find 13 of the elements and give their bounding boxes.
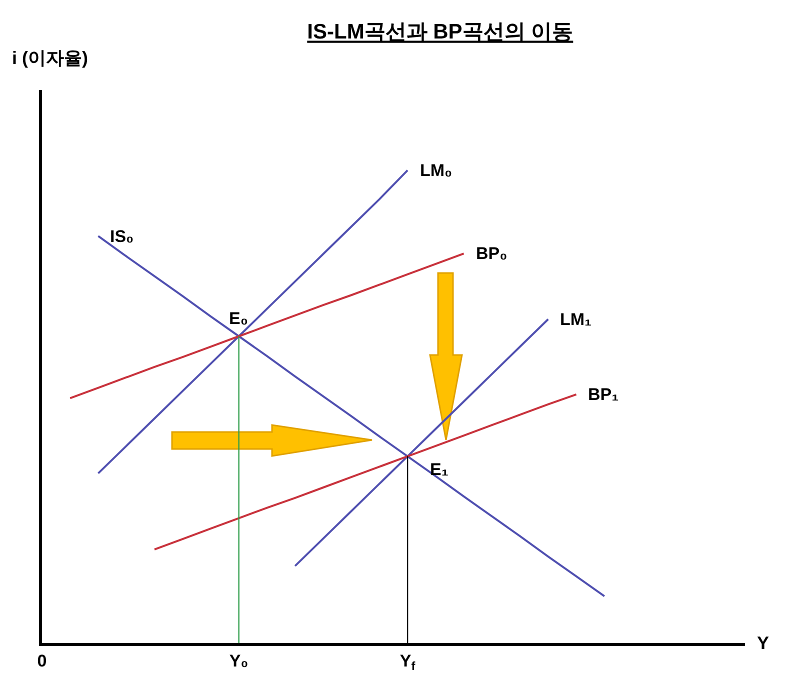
series-label: LM₀ [420,161,452,180]
annotation: E₁ [430,460,448,479]
series-label: BP₁ [588,385,619,404]
series-label: BP₀ [476,244,508,263]
annotation: E₀ [229,309,248,328]
x-axis-title: Y [757,633,770,653]
x-tick-label: Y₀ [229,651,248,670]
text: i (이자율) [12,48,88,68]
series-label: LM₁ [560,310,592,329]
x-tick-label: Y$_{f}$ [400,651,416,673]
series-label: IS₀ [110,227,134,246]
x-tick-label: 0 [37,651,47,670]
chart-title: IS-LM곡선과 BP곡선의 이동 [307,20,574,44]
